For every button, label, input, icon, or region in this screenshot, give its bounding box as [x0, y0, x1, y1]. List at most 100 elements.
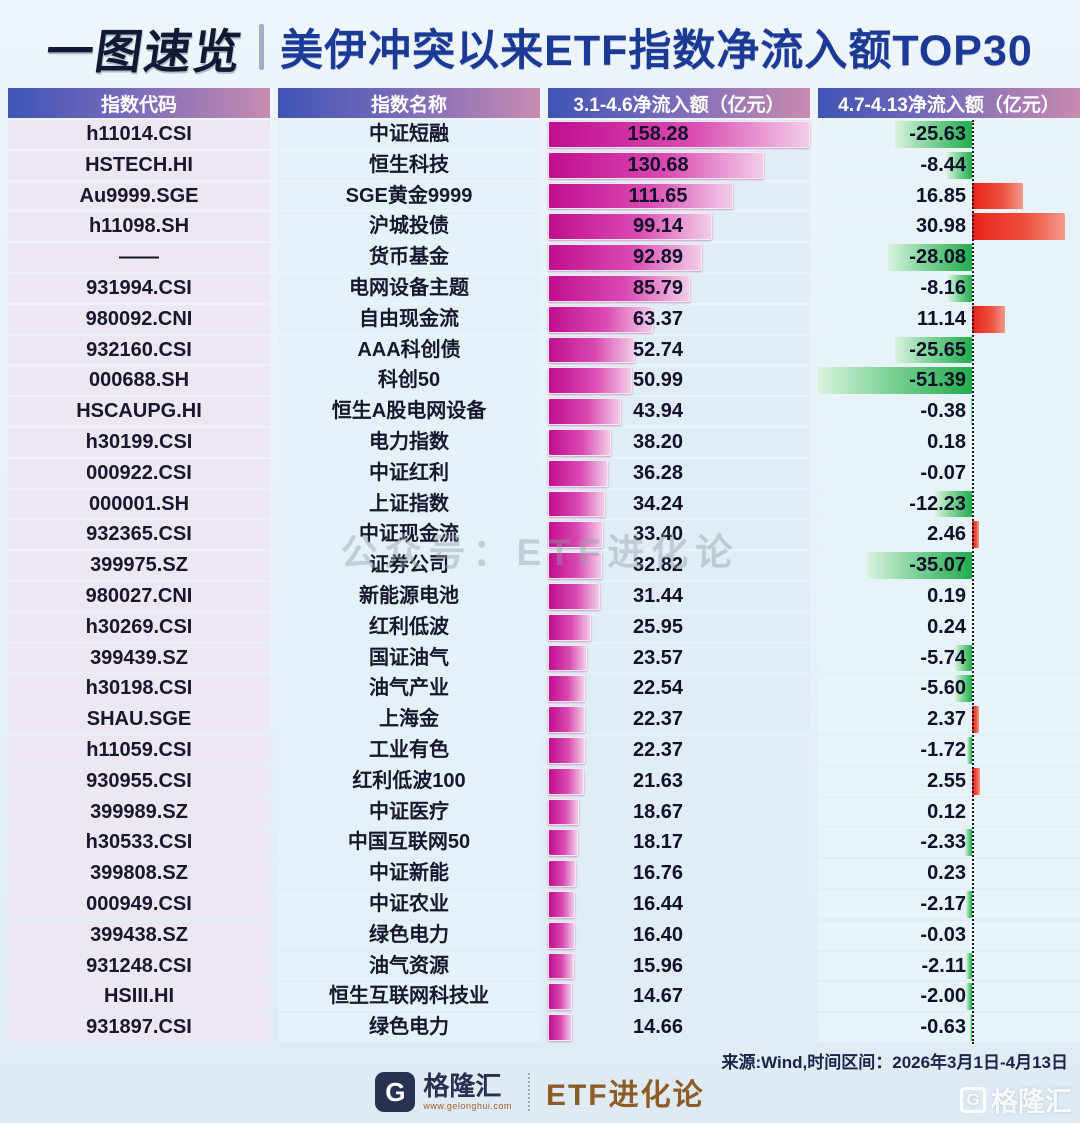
inflow-mar-bar [548, 121, 810, 148]
inflow-mar-value: 16.44 [633, 892, 684, 915]
inflow-apr-cell: 2.55 [818, 766, 1080, 796]
inflow-apr-cell: 11.14 [818, 304, 1080, 334]
inflow-mar-bar [548, 182, 733, 210]
inflow-apr-cell: -1.72 [818, 735, 1080, 765]
inflow-apr-bar [972, 706, 980, 733]
index-name-cell: 红利低波 [278, 612, 540, 642]
index-name-cell: AAA科创债 [278, 335, 540, 365]
index-code-cell: 399808.SZ [8, 859, 270, 888]
inflow-apr-cell: -51.39 [818, 366, 1080, 396]
table-row: h30269.CSI 红利低波 25.95 0.24 [8, 612, 1080, 642]
inflow-apr-value: 2.37 [927, 708, 966, 731]
inflow-apr-value: -25.63 [909, 123, 966, 145]
inflow-apr-cell: -5.74 [818, 643, 1080, 673]
inflow-apr-value: -51.39 [909, 369, 966, 392]
inflow-apr-bar [955, 675, 972, 703]
inflow-mar-cell: 43.94 [548, 397, 810, 426]
index-name-cell: 中国互联网50 [278, 828, 540, 858]
inflow-mar-value: 92.89 [633, 246, 684, 269]
index-name-cell: 中证新能 [278, 859, 540, 888]
inflow-apr-value: 0.19 [927, 584, 966, 607]
gelonghui-watermark-text: 格隆汇 [991, 1087, 1072, 1117]
index-name-cell: 新能源电池 [278, 581, 540, 611]
index-code-cell: 930955.CSI [8, 766, 270, 796]
inflow-apr-value: -5.74 [920, 646, 966, 669]
inflow-mar-value: 31.44 [633, 584, 684, 607]
index-code-cell: 399438.SZ [8, 920, 270, 950]
index-code-cell: h30199.CSI [8, 427, 270, 457]
index-code-cell: 000949.CSI [8, 889, 270, 919]
brand-divider [527, 1073, 530, 1111]
index-name-cell: 科创50 [278, 366, 540, 396]
inflow-mar-bar [548, 336, 636, 364]
inflow-apr-cell: -2.17 [818, 889, 1080, 919]
table-row: h30533.CSI 中国互联网50 18.17 -2.33 [8, 828, 1080, 858]
inflow-mar-bar [548, 552, 603, 579]
index-name-cell: 证券公司 [278, 551, 540, 580]
inflow-apr-value: 0.18 [927, 430, 966, 453]
inflow-apr-cell: -0.07 [818, 458, 1080, 488]
inflow-apr-cell: -2.11 [818, 951, 1080, 981]
inflow-mar-cell: 52.74 [548, 335, 810, 365]
inflow-mar-bar [548, 274, 690, 302]
inflow-mar-cell: 14.66 [548, 1013, 810, 1042]
index-code-cell: HSCAUPG.HI [8, 397, 270, 426]
index-name-cell: 绿色电力 [278, 920, 540, 950]
index-code-cell: 399439.SZ [8, 643, 270, 673]
inflow-apr-bar [965, 890, 972, 918]
inflow-mar-value: 63.37 [633, 307, 684, 330]
inflow-apr-bar [972, 521, 980, 549]
inflow-apr-bar [946, 151, 972, 179]
inflow-apr-bar [935, 490, 972, 518]
index-code-cell: Au9999.SGE [8, 181, 270, 211]
index-name-cell: 油气产业 [278, 674, 540, 704]
zero-axis-line [972, 120, 974, 1044]
column-header-name: 指数名称 [278, 88, 540, 118]
inflow-apr-cell: 30.98 [818, 212, 1080, 242]
inflow-mar-bar [548, 1014, 573, 1041]
inflow-mar-value: 130.68 [627, 153, 689, 176]
inflow-mar-value: 16.76 [633, 862, 684, 885]
table-row: 931248.CSI 油气资源 15.96 -2.11 [8, 951, 1080, 981]
table-row: 932365.CSI 中证现金流 33.40 2.46 [8, 520, 1080, 550]
inflow-mar-cell: 22.37 [548, 735, 810, 765]
index-name-cell: 中证医疗 [278, 797, 540, 827]
inflow-apr-bar [972, 305, 1006, 333]
inflow-mar-cell: 85.79 [548, 273, 810, 303]
inflow-apr-value: -35.07 [909, 554, 966, 577]
inflow-apr-bar [866, 552, 972, 579]
inflow-apr-cell: -8.44 [818, 150, 1080, 180]
index-name-cell: 油气资源 [278, 951, 540, 981]
inflow-apr-bar [966, 736, 972, 764]
inflow-apr-value: 0.12 [927, 800, 966, 823]
index-code-cell: h11098.SH [8, 212, 270, 242]
inflow-mar-bar [548, 398, 621, 425]
inflow-mar-cell: 21.63 [548, 766, 810, 796]
brand-account-name: ETF进化论 [545, 1079, 705, 1112]
inflow-apr-value: 30.98 [915, 215, 966, 238]
inflow-apr-value: -28.08 [909, 246, 966, 269]
inflow-mar-value: 14.67 [633, 985, 684, 1008]
table-row: 980092.CNI 自由现金流 63.37 11.14 [8, 304, 1080, 334]
table-row: SHAU.SGE 上海金 22.37 2.37 [8, 705, 1080, 734]
inflow-mar-cell: 31.44 [548, 581, 810, 611]
inflow-mar-value: 52.74 [633, 338, 684, 361]
inflow-mar-bar [548, 613, 591, 641]
inflow-mar-value: 15.96 [633, 954, 684, 977]
index-name-cell: 上证指数 [278, 489, 540, 519]
inflow-apr-cell: -8.16 [818, 273, 1080, 303]
table-row: 931897.CSI 绿色电力 14.66 -0.63 [8, 1013, 1080, 1042]
gelonghui-watermark-logo-icon: G [960, 1086, 986, 1113]
inflow-mar-bar [548, 644, 587, 672]
index-name-cell: 恒生科技 [278, 150, 540, 180]
inflow-mar-bar [548, 428, 612, 456]
inflow-mar-cell: 130.68 [548, 150, 810, 180]
inflow-apr-value: -0.03 [920, 923, 966, 946]
inflow-mar-value: 34.24 [633, 492, 684, 515]
index-code-cell: 000001.SH [8, 489, 270, 519]
inflow-apr-cell: -12.23 [818, 489, 1080, 519]
inflow-apr-bar [887, 244, 972, 271]
inflow-mar-bar [548, 367, 633, 395]
inflow-apr-cell: -5.60 [818, 674, 1080, 704]
table-row: 399808.SZ 中证新能 16.76 0.23 [8, 859, 1080, 888]
